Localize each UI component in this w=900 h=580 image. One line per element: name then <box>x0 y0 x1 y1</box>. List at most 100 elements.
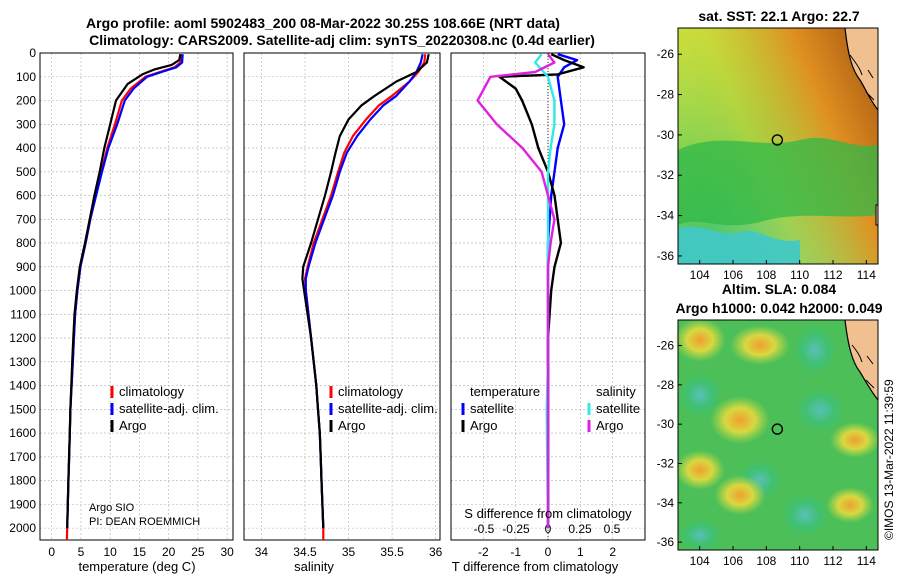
salinity-xlabel: salinity <box>294 559 334 574</box>
sla-coastline <box>844 319 879 401</box>
diff-legend-sal-argo-label: Argo <box>596 418 623 433</box>
x-tick-label: 25 <box>191 545 205 559</box>
sla-blob <box>678 373 722 417</box>
salinity-legend: climatology satellite-adj. clim. Argo <box>329 384 438 433</box>
sla-map: 104 106 108 110 112 114 -26 -28 -30 -32 -34 -36 <box>657 318 880 568</box>
sla-map-title1: Altim. SLA: 0.084 <box>722 281 837 297</box>
series-line-salinity-argo <box>476 53 556 529</box>
diff-legend-temp-satellite-label: satellite <box>470 401 514 416</box>
diff-legend-temp-argo-label: Argo <box>470 418 497 433</box>
legend-satellite-label: satellite-adj. clim. <box>119 401 219 416</box>
diff-legend-sal-title: salinity <box>596 384 636 399</box>
plot-frame <box>39 52 234 541</box>
y-tick-label: 1900 <box>9 497 36 511</box>
y-tick-label: 800 <box>16 236 36 250</box>
x-tick-label: 108 <box>756 268 776 282</box>
diff-xlabel-T: T difference from climatology <box>452 559 619 574</box>
y-tick-label: -30 <box>657 128 675 142</box>
x-tick-label: 35 <box>342 545 356 559</box>
difference-panel: -2 -1 0 1 2 -0.5 -0.25 0 0.25 0.5 <box>450 52 646 559</box>
diff-xlabel-S: S difference from climatology <box>464 506 632 521</box>
x-tick-label: 106 <box>723 554 743 568</box>
sal-legend-argo-label: Argo <box>338 418 365 433</box>
y-tick-label: -30 <box>657 417 675 431</box>
temperature-panel: 0100200300400500600700800900100011001200… <box>9 46 234 559</box>
diff-legend-temp-title: temperature <box>470 384 540 399</box>
x-tick-label: -1 <box>510 545 521 559</box>
series-line-argo <box>301 53 430 529</box>
sla-blob <box>714 475 766 515</box>
x-tick-label: 36 <box>429 545 443 559</box>
x-tick-label: 10 <box>104 545 118 559</box>
x-tick-label: 110 <box>790 268 809 282</box>
y-tick-label: 1500 <box>9 402 36 416</box>
y-tick-label: -32 <box>657 457 675 471</box>
sla-blob <box>674 318 726 362</box>
sst-green-band <box>678 137 878 226</box>
x-tick-label: 104 <box>690 554 710 568</box>
sst-coastline <box>844 27 879 111</box>
plot-area <box>244 53 440 540</box>
x-tick-label: 15 <box>133 545 147 559</box>
y-tick-label: -26 <box>657 47 675 61</box>
x-tick-label: 20 <box>162 545 176 559</box>
argo-center: Argo SIO <box>89 502 135 514</box>
sla-blob <box>678 519 722 551</box>
sla-blob <box>830 422 880 458</box>
series-line-argo <box>66 53 182 529</box>
series-line-temperature-argo <box>498 53 585 529</box>
sst-map: 104 106 108 110 112 114 -26 -28 -30 -32 -34 -36 <box>657 27 879 282</box>
legend-argo-label: Argo <box>119 418 146 433</box>
y-tick-label: -28 <box>657 378 675 392</box>
x-tick-label-S: -0.25 <box>502 522 530 536</box>
x-tick-label-S: 0.5 <box>604 522 621 536</box>
sst-map-title: sat. SST: 22.1 Argo: 22.7 <box>698 8 860 24</box>
legend-climatology-label: climatology <box>119 384 185 399</box>
y-tick-label: -34 <box>657 209 675 223</box>
sal-legend-climatology-label: climatology <box>338 384 404 399</box>
x-tick-label: 112 <box>823 554 842 568</box>
x-tick-label: 30 <box>220 545 234 559</box>
x-tick-label: 35.5 <box>380 545 404 559</box>
x-tick-label: 114 <box>857 268 876 282</box>
sla-blob <box>781 493 829 537</box>
map-frame <box>677 27 879 265</box>
y-tick-label: 900 <box>16 260 36 274</box>
x-tick-label-S: 0 <box>545 522 552 536</box>
y-tick-label: 2000 <box>9 521 36 535</box>
sst-islands <box>849 54 875 101</box>
x-tick-label: 112 <box>823 268 842 282</box>
x-tick-label: 114 <box>857 554 876 568</box>
x-tick-label-S: 0.25 <box>568 522 592 536</box>
argo-pi: PI: DEAN ROEMMICH <box>89 516 200 528</box>
sla-blob <box>826 487 874 523</box>
y-tick-label: 100 <box>16 70 36 84</box>
y-tick-label: 1300 <box>9 355 36 369</box>
plot-area <box>40 53 233 540</box>
x-tick-label: 106 <box>723 268 743 282</box>
argo-location-marker <box>771 134 784 146</box>
sla-blob <box>795 388 845 432</box>
x-tick-label: 34 <box>255 545 269 559</box>
y-tick-label: -28 <box>657 88 675 102</box>
sla-blob <box>710 396 770 444</box>
x-tick-label: 0 <box>545 545 552 559</box>
temperature-xlabel: temperature (deg C) <box>78 559 195 574</box>
copyright: ©IMOS 13-Mar-2022 11:39:59 <box>882 379 896 540</box>
x-tick-label: -2 <box>478 545 489 559</box>
y-tick-label: 300 <box>16 117 36 131</box>
salinity-panel: 34 34.5 35 35.5 36 <box>243 52 443 559</box>
y-tick-label: 600 <box>16 189 36 203</box>
x-tick-label: 104 <box>690 268 710 282</box>
y-tick-label: 1000 <box>9 284 36 298</box>
temperature-legend: climatology satellite-adj. clim. Argo <box>110 384 219 433</box>
y-tick-label: 700 <box>16 212 36 226</box>
plot-frame <box>243 52 441 541</box>
y-tick-label: 400 <box>16 141 36 155</box>
y-tick-label: 1800 <box>9 474 36 488</box>
sal-legend-satellite-label: satellite-adj. clim. <box>338 401 438 416</box>
sst-land <box>845 28 878 110</box>
y-tick-label: 200 <box>16 94 36 108</box>
diff-legend-sal-satellite-label: satellite <box>596 401 640 416</box>
y-tick-label: -36 <box>657 249 675 263</box>
